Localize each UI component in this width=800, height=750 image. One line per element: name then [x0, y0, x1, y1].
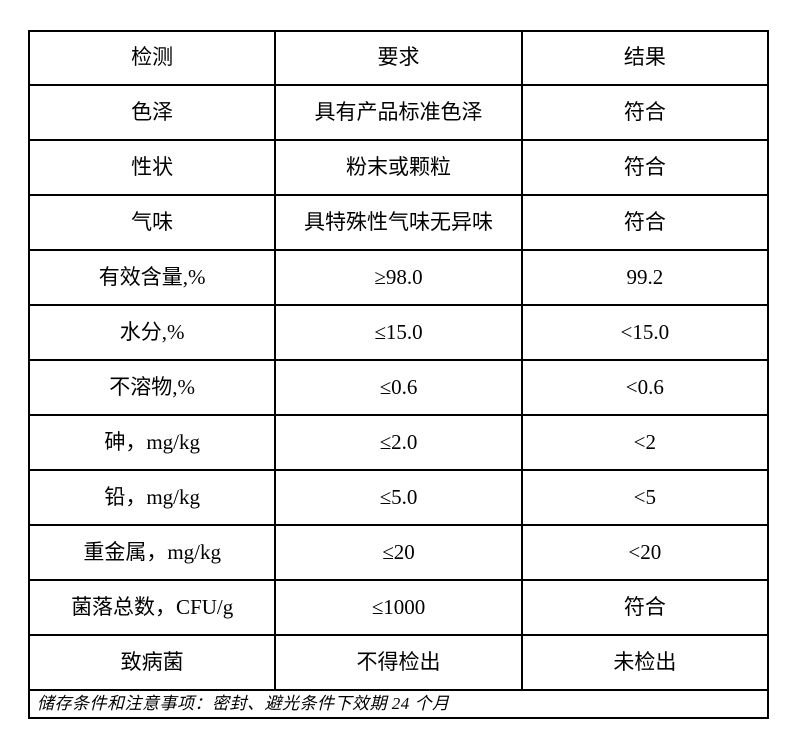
header-cell-test: 检测 [27, 30, 277, 86]
storage-conditions-note: 储存条件和注意事项：密封、避光条件下效期 24 个月 [28, 689, 769, 719]
requirement-cell: 粉末或颗粒 [274, 139, 523, 196]
table-row: 致病菌 不得检出 未检出 [27, 634, 770, 691]
requirement-cell: 不得检出 [274, 634, 523, 691]
table-row: 菌落总数，CFU/g ≤1000 符合 [27, 579, 770, 636]
item-cell: 水分,% [27, 304, 277, 361]
item-cell: 不溶物,% [27, 359, 277, 416]
result-cell: 未检出 [520, 634, 770, 691]
result-cell: <0.6 [520, 359, 770, 416]
item-cell: 有效含量,% [27, 249, 277, 306]
requirement-cell: ≤0.6 [274, 359, 523, 416]
quality-inspection-table: 检测 要求 结果 色泽 具有产品标准色泽 符合 性状 粉末或颗粒 符合 气味 具特殊性气味无异… [27, 30, 770, 719]
result-cell: <2 [520, 414, 770, 471]
item-cell: 菌落总数，CFU/g [27, 579, 277, 636]
table-row: 重金属，mg/kg ≤20 <20 [27, 524, 770, 581]
table-row: 砷，mg/kg ≤2.0 <2 [27, 414, 770, 471]
result-cell: 符合 [520, 84, 770, 141]
table-row: 气味 具特殊性气味无异味 符合 [27, 194, 770, 251]
requirement-cell: ≤1000 [274, 579, 523, 636]
result-cell: 99.2 [520, 249, 770, 306]
table-body: 色泽 具有产品标准色泽 符合 性状 粉末或颗粒 符合 气味 具特殊性气味无异味 符合 有效含量,%… [27, 84, 770, 691]
result-cell: 符合 [520, 579, 770, 636]
result-cell: <5 [520, 469, 770, 526]
item-cell: 色泽 [27, 84, 277, 141]
table-row: 铅，mg/kg ≤5.0 <5 [27, 469, 770, 526]
requirement-cell: ≤20 [274, 524, 523, 581]
header-cell-result: 结果 [520, 30, 770, 86]
table-row: 水分,% ≤15.0 <15.0 [27, 304, 770, 361]
requirement-cell: 具有产品标准色泽 [274, 84, 523, 141]
requirement-cell: ≤15.0 [274, 304, 523, 361]
item-cell: 铅，mg/kg [27, 469, 277, 526]
header-cell-requirement: 要求 [274, 30, 523, 86]
table-row: 有效含量,% ≥98.0 99.2 [27, 249, 770, 306]
requirement-cell: ≤5.0 [274, 469, 523, 526]
item-cell: 性状 [27, 139, 277, 196]
table-footer: 储存条件和注意事项：密封、避光条件下效期 24 个月 [28, 689, 769, 719]
result-cell: 符合 [520, 139, 770, 196]
requirement-cell: ≥98.0 [274, 249, 523, 306]
result-cell: <20 [520, 524, 770, 581]
item-cell: 致病菌 [27, 634, 277, 691]
table-header: 检测 要求 结果 [27, 30, 770, 86]
result-cell: 符合 [520, 194, 770, 251]
requirement-cell: ≤2.0 [274, 414, 523, 471]
table-row: 不溶物,% ≤0.6 <0.6 [27, 359, 770, 416]
item-cell: 气味 [27, 194, 277, 251]
header-row: 检测 要求 结果 [27, 30, 770, 86]
table-row: 性状 粉末或颗粒 符合 [27, 139, 770, 196]
requirement-cell: 具特殊性气味无异味 [274, 194, 523, 251]
footer-row: 储存条件和注意事项：密封、避光条件下效期 24 个月 [28, 689, 769, 719]
item-cell: 重金属，mg/kg [27, 524, 277, 581]
result-cell: <15.0 [520, 304, 770, 361]
table-row: 色泽 具有产品标准色泽 符合 [27, 84, 770, 141]
inspection-report: 检测 要求 结果 色泽 具有产品标准色泽 符合 性状 粉末或颗粒 符合 气味 具特殊性气味无异… [27, 30, 770, 719]
item-cell: 砷，mg/kg [27, 414, 277, 471]
